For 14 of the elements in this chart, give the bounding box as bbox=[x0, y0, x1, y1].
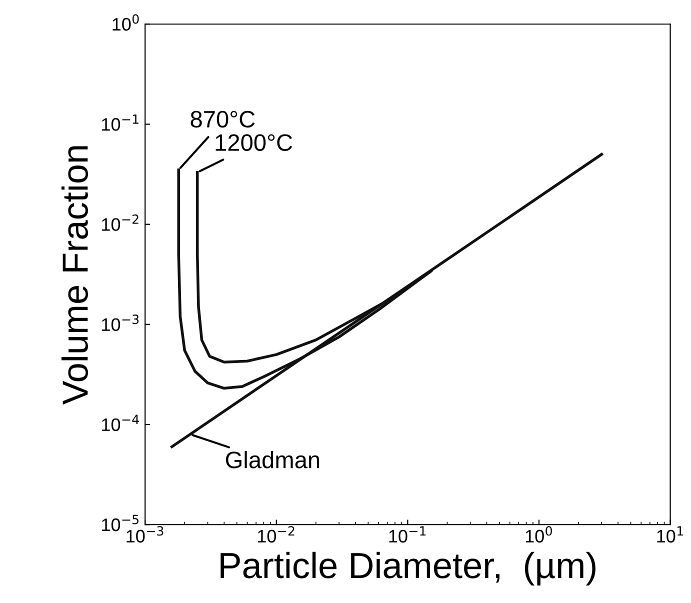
annotation: 1200°C bbox=[216, 134, 292, 151]
y-tick-label: 10$^{−1}$ bbox=[102, 114, 138, 131]
x-tick-label: 10$^{−2}$ bbox=[258, 526, 294, 543]
annotation: Gladman bbox=[226, 450, 320, 468]
annotation: 870°C bbox=[190, 110, 255, 128]
y-axis-title: Volume Fraction bbox=[61, 146, 88, 405]
y-tick-label: 10$^{−3}$ bbox=[102, 314, 139, 331]
x-axis-title: Particle Diameter, (µm) bbox=[220, 552, 596, 586]
x-tick-label: 10$^{0}$ bbox=[526, 526, 552, 543]
y-tick-label: 10$^{−2}$ bbox=[102, 214, 138, 231]
x-tick-label: 10$^{1}$ bbox=[657, 526, 683, 543]
y-tick-label: 10$^{−4}$ bbox=[102, 414, 139, 432]
y-tick-label: 10$^{0}$ bbox=[112, 14, 139, 31]
x-tick-label: 10$^{−1}$ bbox=[389, 526, 426, 543]
